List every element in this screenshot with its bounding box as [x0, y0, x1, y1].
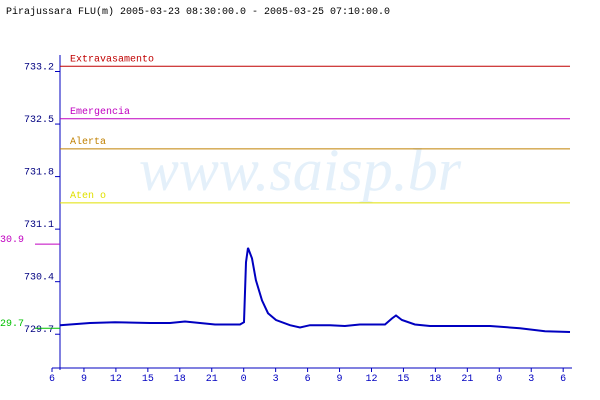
x-tick-label: 18: [429, 374, 441, 385]
x-tick-label: 15: [397, 374, 409, 385]
threshold-label: Aten o: [70, 191, 106, 202]
x-tick-label: 0: [241, 374, 247, 385]
x-tick-label: 12: [365, 374, 377, 385]
x-tick-label: 6: [49, 374, 55, 385]
threshold-label: Emergencia: [70, 106, 130, 118]
y-tick-label: 733.2: [24, 63, 54, 74]
data-line: [59, 247, 571, 333]
y-tick-label: 731.1: [24, 220, 54, 231]
chart-title: Pirajussara FLU(m) 2005-03-23 08:30:00.0…: [6, 6, 390, 18]
x-tick-label: 12: [110, 374, 122, 385]
x-tick-label: 21: [206, 374, 218, 385]
watermark: www.saisp.br: [139, 137, 462, 203]
x-tick-label: 3: [528, 374, 534, 385]
marker-label: 730.9: [0, 235, 24, 246]
y-tick-label: 729.7: [24, 325, 54, 336]
y-tick-label: 732.5: [24, 115, 54, 126]
x-tick-label: 15: [142, 374, 154, 385]
y-tick-label: 731.8: [24, 168, 54, 179]
x-tick-label: 6: [560, 374, 566, 385]
x-tick-label: 9: [337, 374, 343, 385]
x-tick-label: 21: [461, 374, 473, 385]
x-tick-label: 6: [305, 374, 311, 385]
x-tick-label: 3: [273, 374, 279, 385]
x-tick-label: 9: [81, 374, 87, 385]
x-tick-label: 18: [174, 374, 186, 385]
threshold-label: Extravasamento: [70, 54, 154, 65]
y-tick-label: 730.4: [24, 273, 54, 284]
threshold-label: Alerta: [70, 136, 106, 148]
x-tick-label: 0: [496, 374, 502, 385]
marker-label: 729.7: [0, 319, 24, 330]
